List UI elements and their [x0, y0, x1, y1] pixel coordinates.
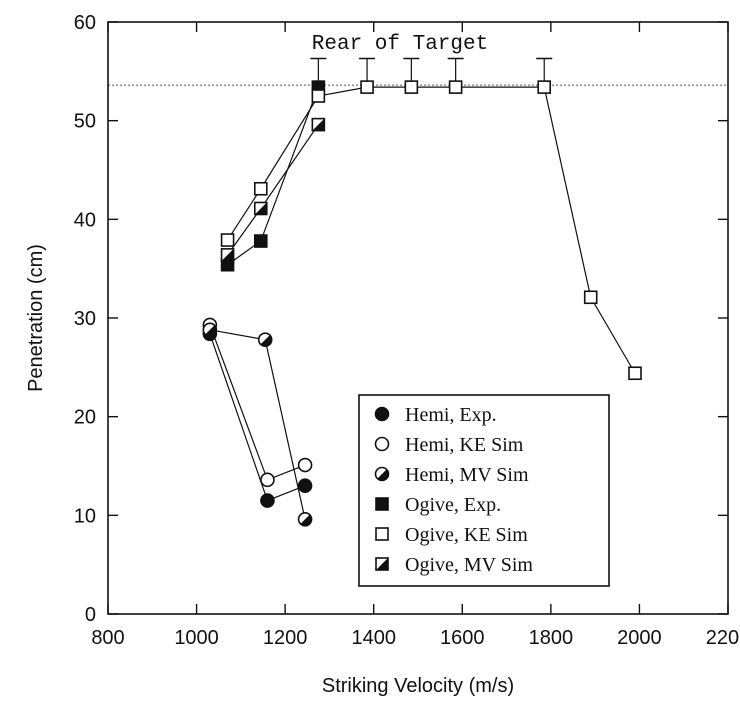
x-tick-label-3: 1400 — [351, 627, 396, 649]
series-4-point-6 — [537, 80, 552, 94]
series-4-point-2 — [311, 89, 326, 103]
series-0-point-1-shape — [260, 493, 275, 508]
connector-line-6 — [227, 124, 319, 256]
legend-marker-1-shape — [374, 436, 390, 452]
series-2-point-0 — [202, 322, 218, 338]
series-4-point-5 — [448, 80, 463, 94]
legend-marker-4 — [375, 527, 389, 541]
series-4-point-3-shape — [360, 80, 374, 94]
legend: Hemi, Exp. Hemi, KE Sim Hemi, MV Sim Ogive,… — [358, 394, 610, 587]
series-4-point-5-shape — [448, 80, 463, 94]
marker-layer — [202, 80, 642, 527]
reference-line-label: Rear of Target — [312, 33, 488, 56]
legend-marker-5 — [375, 557, 389, 571]
y-tick-label-2: 20 — [74, 407, 96, 429]
series-4-point-2-shape — [311, 89, 326, 103]
x-tick-label-5: 1800 — [529, 627, 574, 649]
series-2-point-2-half — [300, 514, 312, 526]
series-4-point-3 — [360, 80, 374, 94]
series-5-point-1-half — [254, 202, 267, 215]
series-5-point-2-half — [312, 118, 325, 131]
series-1-point-2 — [297, 457, 313, 473]
y-tick-label-6: 60 — [74, 12, 96, 34]
series-3-point-1 — [253, 234, 268, 248]
series-0-point-1 — [260, 493, 275, 508]
series-5-point-0 — [220, 248, 235, 262]
x-tick-label-1: 1000 — [174, 627, 219, 649]
connector-line-4 — [227, 86, 636, 374]
connector-line-5 — [227, 86, 319, 266]
legend-marker-5-half — [376, 558, 388, 570]
legend-label-1: Hemi, KE Sim — [405, 434, 524, 456]
series-4-point-0-shape — [220, 233, 235, 247]
y-tick-label-5: 50 — [74, 111, 96, 133]
series-4-point-6-shape — [537, 80, 552, 94]
connector-line-1 — [209, 333, 306, 502]
series-4-point-8 — [628, 366, 642, 381]
legend-marker-0 — [374, 406, 390, 422]
x-tick-label-4: 1600 — [440, 627, 485, 649]
x-axis-label: Striking Velocity (m/s) — [322, 675, 514, 697]
series-0-point-2 — [297, 478, 313, 494]
series-4-point-4 — [404, 80, 419, 94]
y-tick-label-0: 0 — [85, 604, 96, 626]
legend-label-2: Hemi, MV Sim — [405, 464, 529, 486]
series-4-point-1-shape — [253, 181, 268, 196]
x-tick-label-0: 800 — [91, 627, 124, 649]
legend-marker-0-shape — [374, 406, 390, 422]
legend-label-0: Hemi, Exp. — [405, 404, 497, 426]
legend-marker-3 — [375, 497, 389, 511]
y-tick-label-4: 40 — [74, 209, 96, 231]
series-2-point-2 — [297, 511, 313, 527]
legend-label-3: Ogive, Exp. — [405, 494, 501, 516]
x-tick-label-2: 1200 — [263, 627, 308, 649]
series-0-point-2-shape — [297, 478, 313, 494]
series-2-point-1 — [257, 332, 273, 348]
legend-marker-4-shape — [375, 527, 389, 541]
y-tick-label-1: 10 — [74, 505, 96, 527]
series-4-point-7-shape — [583, 290, 598, 305]
connector-line-0 — [209, 324, 268, 481]
legend-marker-2 — [374, 466, 390, 482]
y-axis-ticks: 0 10 20 30 40 50 60 — [74, 12, 728, 626]
x-tick-label-6: 2000 — [617, 627, 662, 649]
y-axis-label: Penetration (cm) — [25, 244, 47, 392]
legend-marker-1 — [374, 436, 390, 452]
series-5-point-1 — [253, 201, 268, 216]
series-2-point-1-half — [260, 335, 272, 347]
legend-marker-2-half — [377, 469, 389, 481]
series-5-point-0-half — [221, 248, 234, 261]
legend-marker-3-shape — [375, 497, 389, 511]
series-3-point-1-shape — [253, 234, 268, 248]
series-1-point-1-shape — [260, 472, 275, 488]
y-tick-label-3: 30 — [74, 308, 96, 330]
series-4-point-4-shape — [404, 80, 419, 94]
series-5-point-2 — [311, 117, 326, 132]
series-1-point-1 — [260, 472, 275, 488]
legend-label-4: Ogive, KE Sim — [405, 524, 528, 546]
series-4-point-7 — [583, 290, 598, 305]
series-4-point-1 — [253, 181, 268, 196]
series-1-point-2-shape — [297, 457, 313, 473]
legend-label-5: Ogive, MV Sim — [405, 554, 533, 576]
series-4-point-8-shape — [628, 366, 642, 381]
series-2-point-0-half — [205, 325, 217, 337]
series-4-point-0 — [220, 233, 235, 247]
legend-box — [358, 394, 610, 587]
